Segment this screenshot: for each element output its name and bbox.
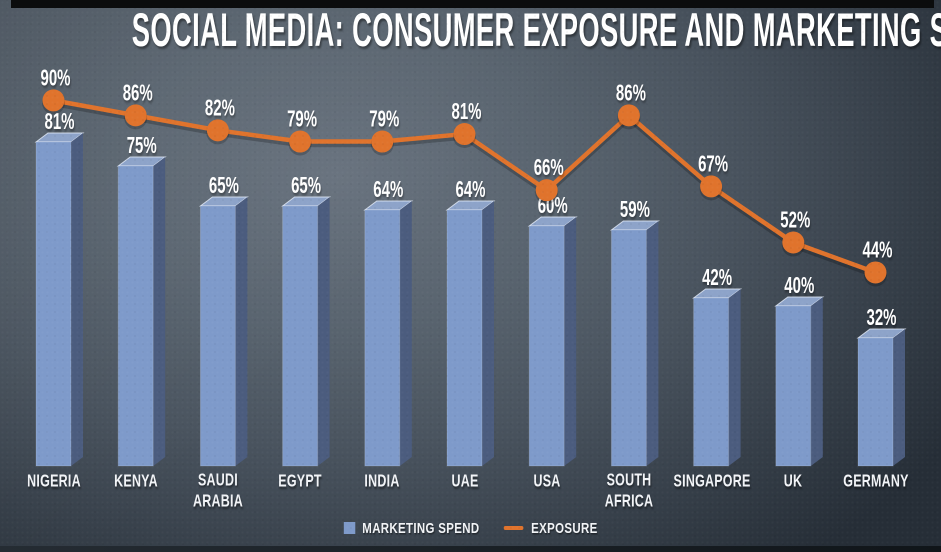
bar-india <box>363 200 414 467</box>
exposure-line-icon <box>504 526 524 530</box>
legend-marketing-spend-label: MARKETING SPEND <box>362 519 480 537</box>
line-value-label-uae: 81% <box>451 99 481 125</box>
svg-text:52%: 52% <box>780 207 810 233</box>
bar-value-label-nigeria: 81% <box>44 109 74 135</box>
exposure-marker-saudi-arabia <box>206 119 229 142</box>
bar-south-africa <box>609 220 660 467</box>
exposure-marker-uae <box>453 123 476 146</box>
line-value-label-germany: 44% <box>862 237 892 263</box>
category-label-germany: GERMANY <box>842 471 909 492</box>
bar-value-label-kenya: 75% <box>127 133 157 159</box>
bar-uae <box>445 200 496 467</box>
exposure-marker-india <box>371 130 394 153</box>
bar-saudi-arabia <box>198 196 249 467</box>
svg-text:65%: 65% <box>209 173 239 199</box>
svg-text:79%: 79% <box>369 106 399 132</box>
line-value-label-singapore: 67% <box>698 151 728 177</box>
bar-kenya <box>116 156 167 467</box>
svg-text:64%: 64% <box>455 177 485 203</box>
svg-text:59%: 59% <box>620 197 650 223</box>
line-value-label-egypt: 79% <box>287 106 317 132</box>
svg-text:82%: 82% <box>205 95 235 121</box>
line-value-label-usa: 66% <box>534 155 564 181</box>
line-value-label-south-africa: 86% <box>616 80 646 106</box>
exposure-marker-singapore <box>700 175 723 198</box>
bar-nigeria <box>34 132 85 467</box>
category-label-south-africa: SOUTH AFRICA <box>604 470 654 512</box>
svg-text:42%: 42% <box>702 265 732 291</box>
line-value-label-saudi-arabia: 82% <box>205 95 235 121</box>
chart-title: SOCIAL MEDIA: CONSUMER EXPOSURE AND MARK… <box>131 4 941 58</box>
exposure-marker-usa <box>535 179 558 202</box>
svg-text:32%: 32% <box>866 305 896 331</box>
svg-text:64%: 64% <box>373 177 403 203</box>
bar-uk <box>774 296 825 467</box>
bar-egypt <box>281 196 332 467</box>
bar-germany <box>856 328 907 467</box>
bar-value-label-germany: 32% <box>866 305 896 331</box>
bar-value-label-singapore: 42% <box>702 265 732 291</box>
svg-text:75%: 75% <box>127 133 157 159</box>
category-label-egypt: EGYPT <box>278 471 322 492</box>
line-value-label-kenya: 86% <box>123 80 153 106</box>
marketing-spend-swatch-icon <box>343 522 355 534</box>
category-label-nigeria: NIGERIA <box>26 471 81 492</box>
category-label-kenya: KENYA <box>113 471 158 492</box>
exposure-marker-germany <box>864 261 887 284</box>
chart-legend: MARKETING SPEND EXPOSURE <box>85 520 857 536</box>
exposure-marker-kenya <box>124 104 147 127</box>
line-value-label-uk: 52% <box>780 207 810 233</box>
svg-text:66%: 66% <box>534 155 564 181</box>
exposure-marker-south-africa <box>617 104 640 127</box>
category-label-usa: USA <box>533 471 561 492</box>
svg-text:44%: 44% <box>862 237 892 263</box>
category-label-singapore: SINGAPORE <box>673 471 751 492</box>
bar-singapore <box>692 288 743 467</box>
exposure-marker-uk <box>782 231 805 254</box>
svg-text:81%: 81% <box>44 109 74 135</box>
bar-value-label-saudi-arabia: 65% <box>209 173 239 199</box>
bar-value-label-south-africa: 59% <box>620 197 650 223</box>
svg-text:86%: 86% <box>123 80 153 106</box>
category-label-india: INDIA <box>364 471 400 492</box>
svg-text:65%: 65% <box>291 173 321 199</box>
category-label-saudi-arabia: SAUDI ARABIA <box>192 470 243 512</box>
bar-usa <box>527 216 578 467</box>
category-label-uae: UAE <box>450 471 479 492</box>
line-value-label-india: 79% <box>369 106 399 132</box>
svg-text:81%: 81% <box>451 99 481 125</box>
bottom-border-strip <box>0 546 941 552</box>
legend-exposure-label: EXPOSURE <box>531 519 598 537</box>
svg-text:90%: 90% <box>40 65 70 91</box>
bar-value-label-egypt: 65% <box>291 173 321 199</box>
svg-text:79%: 79% <box>287 106 317 132</box>
svg-text:86%: 86% <box>616 80 646 106</box>
top-border-strip <box>11 0 934 8</box>
svg-text:67%: 67% <box>698 151 728 177</box>
exposure-marker-egypt <box>289 130 312 153</box>
bar-value-label-uae: 64% <box>455 177 485 203</box>
bar-value-label-india: 64% <box>373 177 403 203</box>
exposure-marker-nigeria <box>42 89 65 112</box>
svg-text:40%: 40% <box>784 273 814 299</box>
line-value-label-nigeria: 90% <box>40 65 70 91</box>
bar-value-label-uk: 40% <box>784 273 814 299</box>
category-label-uk: UK <box>784 471 803 492</box>
